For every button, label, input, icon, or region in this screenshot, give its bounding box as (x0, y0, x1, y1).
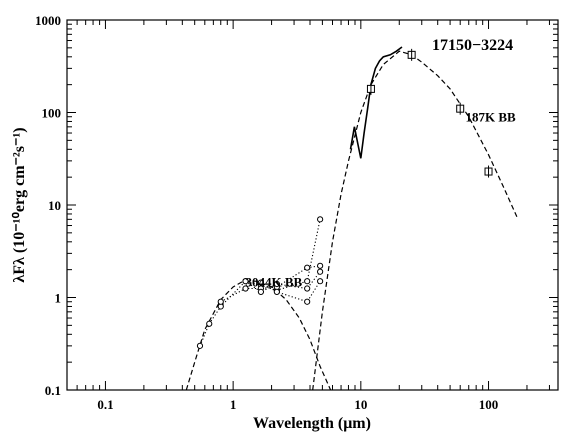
annotations: 3044K BB 187K BB (246, 110, 517, 290)
chart-title: 17150−3224 (432, 37, 513, 54)
data-point-circle (257, 279, 265, 286)
y-tick-label: 1 (55, 291, 62, 306)
data-point-circle (317, 278, 324, 285)
photometry-epoch-line (260, 280, 321, 303)
x-tick-label: 10 (354, 397, 367, 412)
tick-labels: 0.1 1 10 100 0.1 1 10 100 1000 (35, 13, 498, 412)
series-layer (185, 46, 519, 391)
axis-ticks (66, 19, 558, 391)
data-point-circle (304, 264, 311, 271)
plot-frame (66, 19, 559, 391)
data-point-circle (317, 216, 324, 223)
y-tick-label: 0.1 (45, 383, 61, 398)
data-point-circle (317, 262, 324, 269)
data-point-circle (317, 268, 324, 275)
iras-lrs-spectrum (349, 46, 403, 159)
data-point-circle (273, 288, 280, 295)
data-point-circle (196, 342, 204, 349)
data-point-circle (273, 280, 280, 288)
bb-temperature-label: 3044K BB (246, 275, 303, 290)
y-tick-label: 100 (42, 106, 62, 121)
y-tick-label: 10 (48, 198, 61, 213)
data-point-circle (206, 320, 213, 327)
markers-layer (196, 48, 493, 349)
data-point-circle (304, 298, 311, 305)
data-point-circle (304, 285, 311, 292)
bb-fit-curve (312, 50, 519, 391)
x-axis-title: Wavelength (μm) (253, 415, 371, 432)
bb-fit-curve (185, 280, 332, 391)
photometry-epoch-line (199, 219, 321, 347)
y-tick-label: 1000 (35, 13, 61, 28)
data-point-circle (242, 285, 249, 292)
data-point-circle (242, 278, 249, 285)
y-axis-title: λFλ (10⁻¹⁰erg cm⁻²s⁻¹) (11, 127, 28, 282)
x-tick-label: 100 (479, 397, 499, 412)
x-tick-label: 0.1 (97, 397, 113, 412)
bb-temperature-label: 187K BB (465, 110, 516, 125)
data-point-circle (257, 288, 265, 295)
data-point-circle (217, 298, 224, 305)
data-point-circle (304, 278, 311, 285)
x-tick-label: 1 (230, 397, 237, 412)
